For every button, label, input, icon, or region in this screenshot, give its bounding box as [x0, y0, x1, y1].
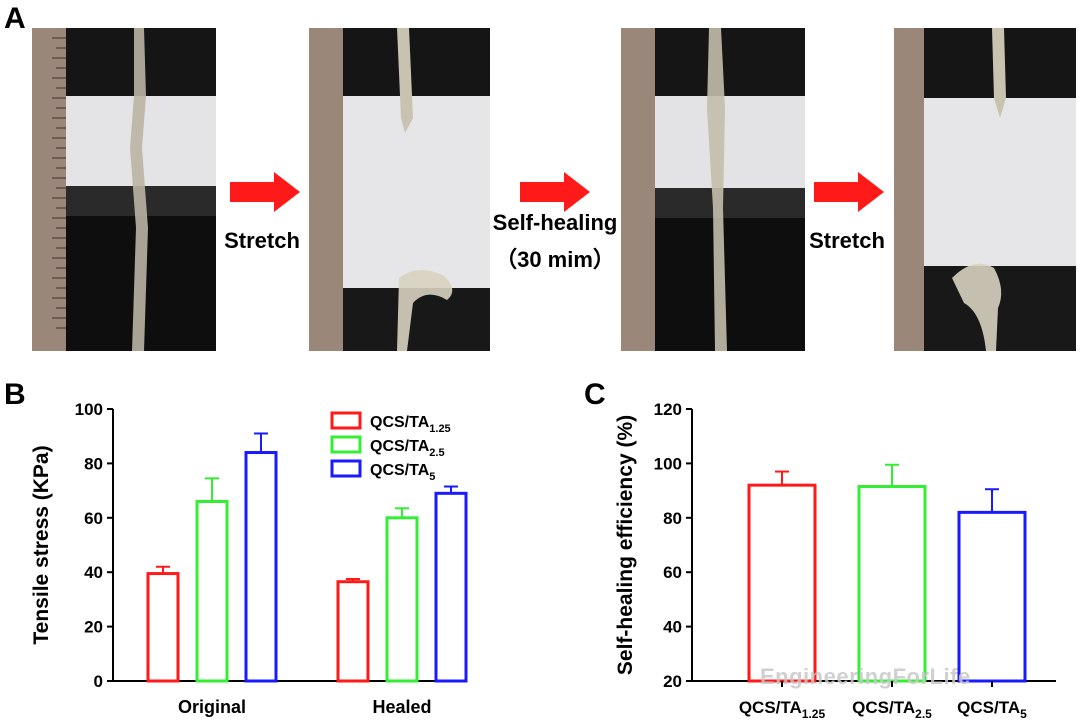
photo-stretched-drawing — [309, 28, 490, 351]
arrow-right-icon — [230, 172, 300, 212]
photo-original-sample — [32, 28, 216, 351]
panel-label-c: C — [584, 378, 606, 411]
y-axis-title: Tensile stress (KPa) — [30, 445, 53, 644]
bar — [146, 572, 180, 683]
chart-self-healing-efficiency: 20 40 60 80 100 120 Self-healing efficiency (%… — [614, 400, 1056, 721]
bar — [434, 491, 468, 683]
legend-label: QCS/TA1.25 — [370, 414, 451, 435]
y-tick-label: 80 — [663, 509, 682, 528]
y-tick-label: 20 — [663, 672, 682, 691]
y-axis-title: Self-healing efficiency (%) — [614, 415, 637, 675]
y-tick-label: 20 — [84, 618, 103, 637]
y-tick-label: 120 — [654, 400, 682, 419]
panel-label-a: A — [4, 2, 26, 35]
legend-swatch — [330, 459, 362, 478]
bar — [747, 483, 817, 683]
x-tick-label: Original — [178, 697, 246, 717]
photo-original-drawing — [32, 28, 216, 351]
y-tick-label: 100 — [654, 454, 682, 473]
step-label-duration: （30 mim） — [495, 247, 615, 272]
watermark-text: EngineeringForLife — [760, 664, 971, 689]
step-label-self-healing: Self-healing — [492, 210, 618, 235]
photo-restretched-sample — [894, 28, 1076, 351]
y-tick-label: 60 — [663, 563, 682, 582]
bar — [195, 499, 229, 683]
photo-healed-drawing — [621, 28, 805, 351]
y-tick-label: 80 — [84, 454, 103, 473]
bar — [385, 516, 419, 683]
y-tick-label: 0 — [94, 672, 103, 691]
y-tick-label: 60 — [84, 509, 103, 528]
x-tick-label: QCS/TA5 — [957, 698, 1027, 721]
arrow-right-icon — [520, 172, 590, 212]
legend-label: QCS/TA5 — [370, 462, 435, 483]
legend-swatch — [330, 435, 362, 454]
y-tick-label: 40 — [663, 618, 682, 637]
legend-swatch — [330, 411, 362, 430]
panel-label-b: B — [4, 378, 26, 411]
bar — [957, 510, 1027, 683]
photo-restretched-drawing — [894, 28, 1076, 351]
step-label-stretch-2: Stretch — [809, 228, 885, 253]
bar — [336, 580, 370, 683]
x-tick-label: QCS/TA1.25 — [739, 698, 826, 721]
photo-stretched-sample — [309, 28, 490, 351]
y-tick-label: 40 — [84, 563, 103, 582]
chart-tensile-stress: 0 20 40 60 80 100 Tensile stress (KPa) Original… — [30, 400, 468, 717]
step-label-stretch-1: Stretch — [224, 228, 300, 253]
bar — [857, 485, 927, 683]
y-tick-label: 100 — [75, 400, 103, 419]
arrow-right-icon — [814, 172, 884, 212]
x-tick-label: QCS/TA2.5 — [852, 698, 932, 721]
photo-healed-sample — [621, 28, 805, 351]
x-tick-label: Healed — [372, 697, 431, 717]
legend-label: QCS/TA2.5 — [370, 438, 445, 459]
bar — [244, 451, 278, 683]
